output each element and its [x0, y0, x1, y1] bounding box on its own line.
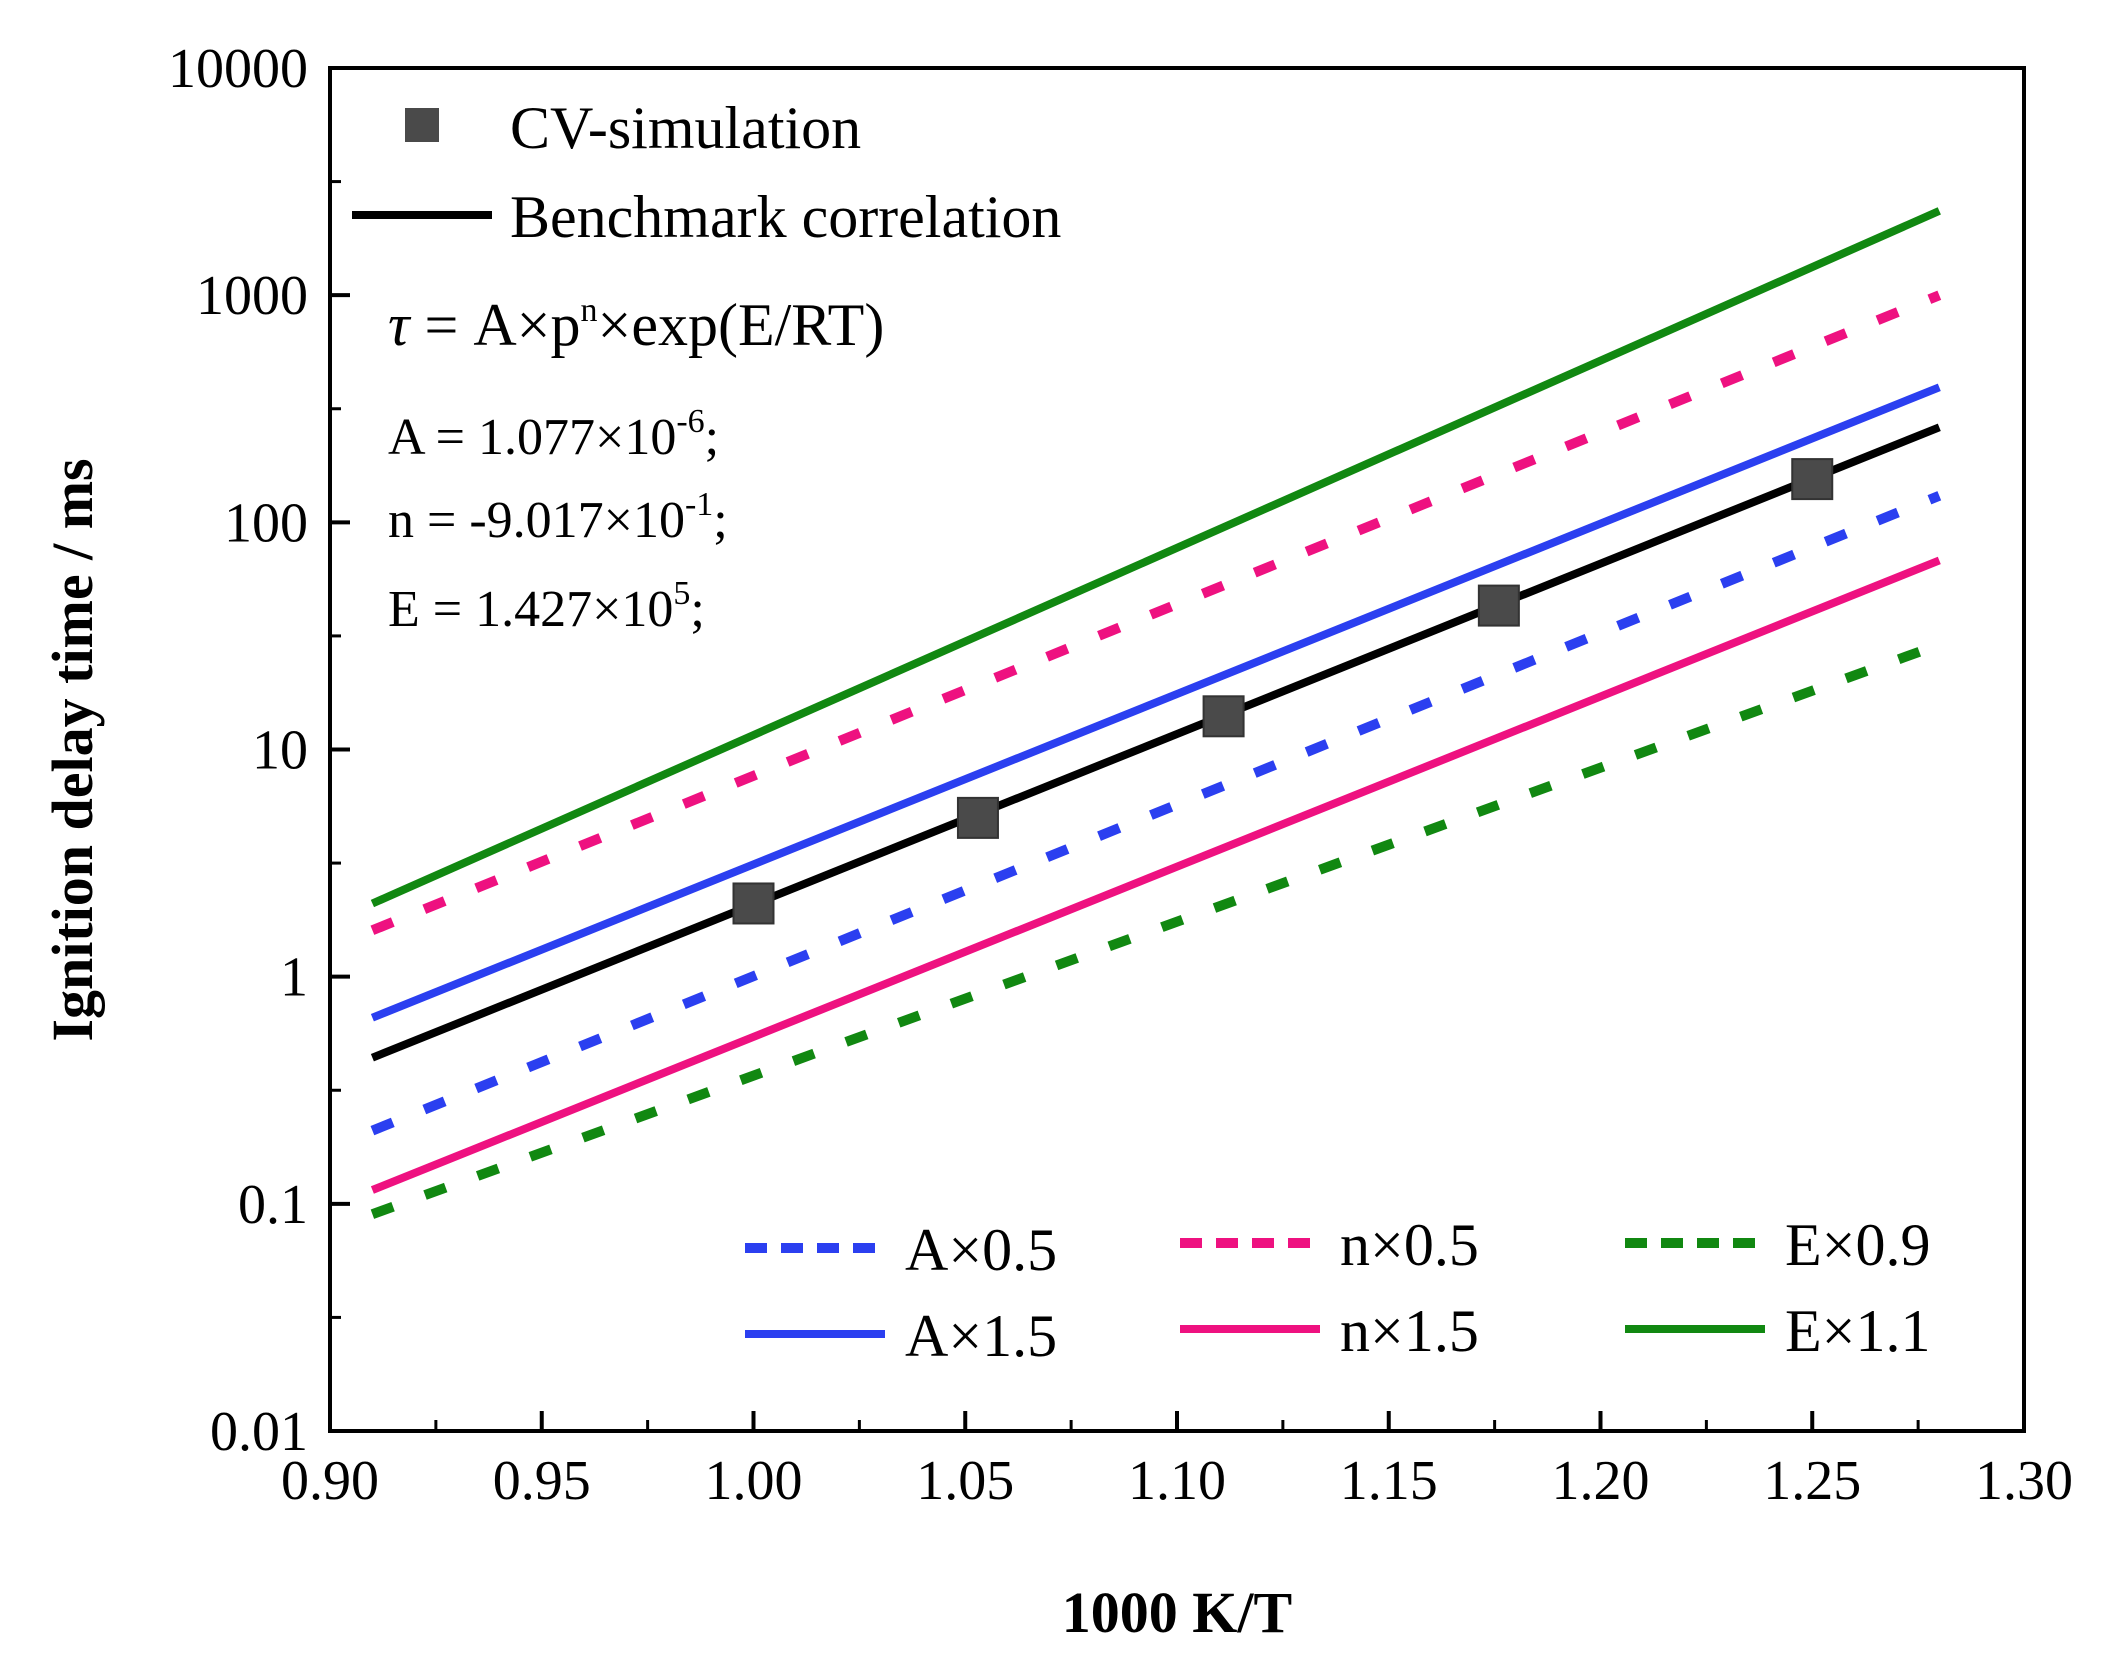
y-tick-label: 10000 [168, 38, 308, 100]
legend-label-a-1-5: A×1.5 [905, 1303, 1057, 1369]
data-point-cv-simulation [1202, 695, 1245, 738]
series-line-n-x-0-5 [370, 290, 1942, 935]
x-tick-label: 0.90 [281, 1450, 379, 1512]
x-tick-label: 1.25 [1763, 1450, 1861, 1512]
legend-label-cv-simulation: CV-simulation [510, 95, 861, 161]
legend-label-n-1-5: n×1.5 [1340, 1298, 1479, 1364]
x-tick-label: 1.05 [916, 1450, 1014, 1512]
x-tick-label: 1.00 [705, 1450, 803, 1512]
y-tick-label: 1 [280, 947, 308, 1009]
data-point-cv-simulation [956, 796, 999, 839]
param-e: E = 1.427×105; [388, 575, 705, 638]
x-tick-label: 1.20 [1552, 1450, 1650, 1512]
y-tick-label: 1000 [196, 265, 308, 327]
series-line-e-x-1-1 [370, 207, 1941, 908]
series-layer [370, 207, 1942, 1219]
legend-label-a-0-5: A×0.5 [905, 1217, 1057, 1283]
plot-frame [328, 66, 2026, 1433]
x-tick-label: 1.30 [1975, 1450, 2073, 1512]
series-line-a-x-0-5 [370, 491, 1942, 1136]
data-point-cv-simulation [1791, 458, 1834, 501]
data-point-cv-simulation [1477, 584, 1520, 627]
y-tick-label: 0.01 [210, 1401, 308, 1463]
y-axis-title: Ignition delay time / ms [40, 458, 105, 1041]
legend-label-n-0-5: n×0.5 [1340, 1212, 1479, 1278]
x-axis-title: 1000 K/T [1062, 1580, 1292, 1645]
param-n: n = -9.017×10-1; [388, 486, 728, 549]
y-tick-label: 100 [224, 492, 308, 554]
y-tick-label: 10 [252, 720, 308, 782]
x-axis: 0.90 0.95 1.00 1.05 1.10 1.15 1.20 1.25 1.30 [281, 1411, 2073, 1512]
legend-marker-cv-simulation [405, 108, 439, 142]
series-line-n-x-1-5 [370, 556, 1941, 1194]
legend-bottom: A×0.5 n×0.5 E×0.9 A×1.5 n×1.5 E×1.1 [745, 1212, 1931, 1369]
legend-label-benchmark: Benchmark correlation [510, 184, 1061, 250]
legend-label-e-0-9: E×0.9 [1785, 1212, 1931, 1278]
data-point-cv-simulation [732, 882, 775, 925]
x-tick-label: 1.10 [1128, 1450, 1226, 1512]
x-tick-label: 0.95 [493, 1450, 591, 1512]
series-line-a-x-1-5 [370, 383, 1941, 1022]
param-a: A = 1.077×10-6; [388, 403, 719, 466]
series-line-e-x-0-9 [370, 639, 1942, 1219]
x-tick-label: 1.15 [1340, 1450, 1438, 1512]
y-axis: 0.01 0.1 1 10 100 1000 10000 [168, 38, 350, 1463]
y-tick-label: 0.1 [238, 1174, 308, 1236]
series-line-benchmark-correlation [370, 423, 1941, 1062]
legend-label-e-1-1: E×1.1 [1785, 1298, 1931, 1364]
formula-annotation: τ = A×pn×exp(E/RT) A = 1.077×10-6; n = -… [388, 292, 884, 638]
formula-line: τ = A×pn×exp(E/RT) [388, 292, 884, 358]
legend-top: CV-simulation Benchmark correlation [352, 95, 1061, 250]
